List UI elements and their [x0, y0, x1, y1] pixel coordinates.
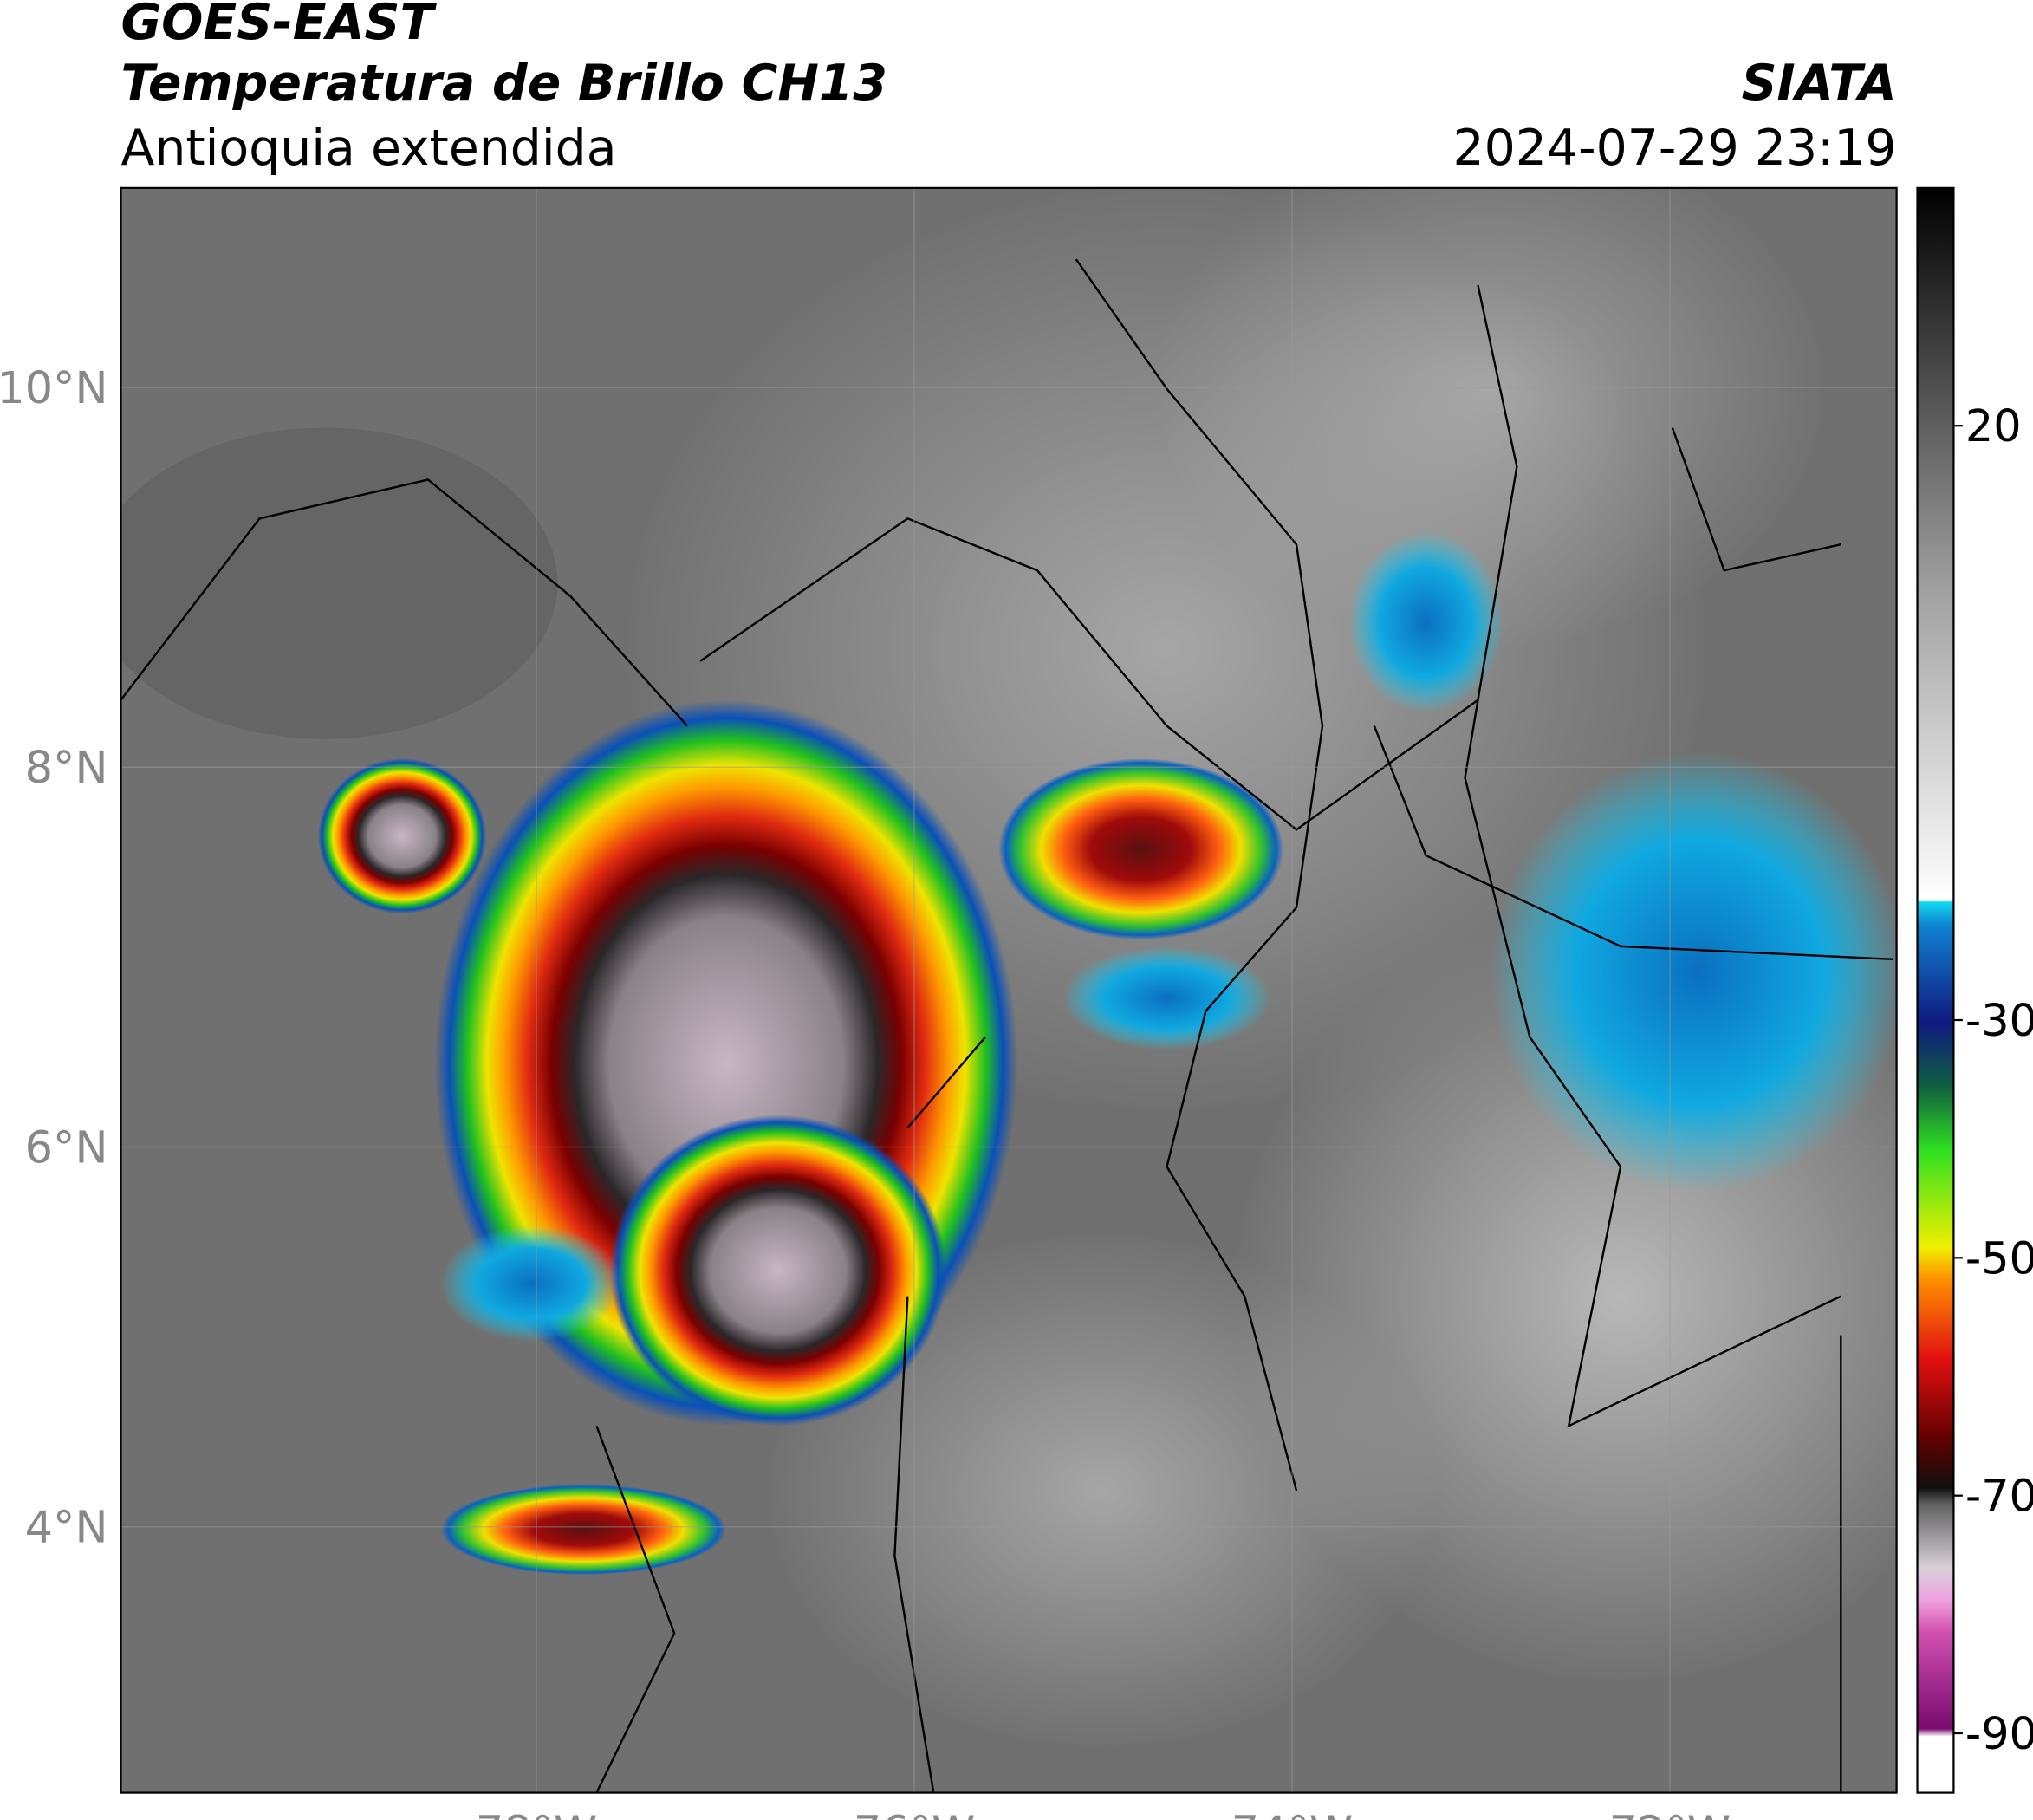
y-tick-label: 6°N	[25, 1121, 108, 1173]
colorbar-tick-label: -30	[1965, 995, 2033, 1046]
datetime: 2024-07-29 23:19	[1453, 120, 1897, 177]
map-frame	[120, 186, 1898, 1794]
organization: SIATA	[1742, 55, 1897, 112]
subtitle: Antioquia extendida	[120, 120, 616, 177]
y-tick-label: 8°N	[25, 742, 108, 793]
title: Temperatura de Brillo CH13	[120, 55, 887, 112]
x-tick-label: 76°W	[854, 1806, 975, 1820]
y-tick-label: 10°N	[0, 362, 107, 413]
x-tick-label: 78°W	[476, 1806, 597, 1820]
colorbar-tick-label: -90	[1965, 1708, 2033, 1759]
x-tick-label: 74°W	[1231, 1806, 1353, 1820]
colorbar-tick-label: 20	[1965, 400, 2022, 452]
colorbar-tick-label: -50	[1965, 1232, 2033, 1284]
satellite-image	[120, 187, 1897, 1793]
colorbar	[1916, 186, 1955, 1794]
title: GOES-EAST	[120, 0, 437, 51]
x-tick-label: 72°W	[1609, 1806, 1731, 1820]
y-tick-label: 4°N	[25, 1502, 108, 1553]
colorbar-tick-label: -70	[1965, 1471, 2033, 1522]
